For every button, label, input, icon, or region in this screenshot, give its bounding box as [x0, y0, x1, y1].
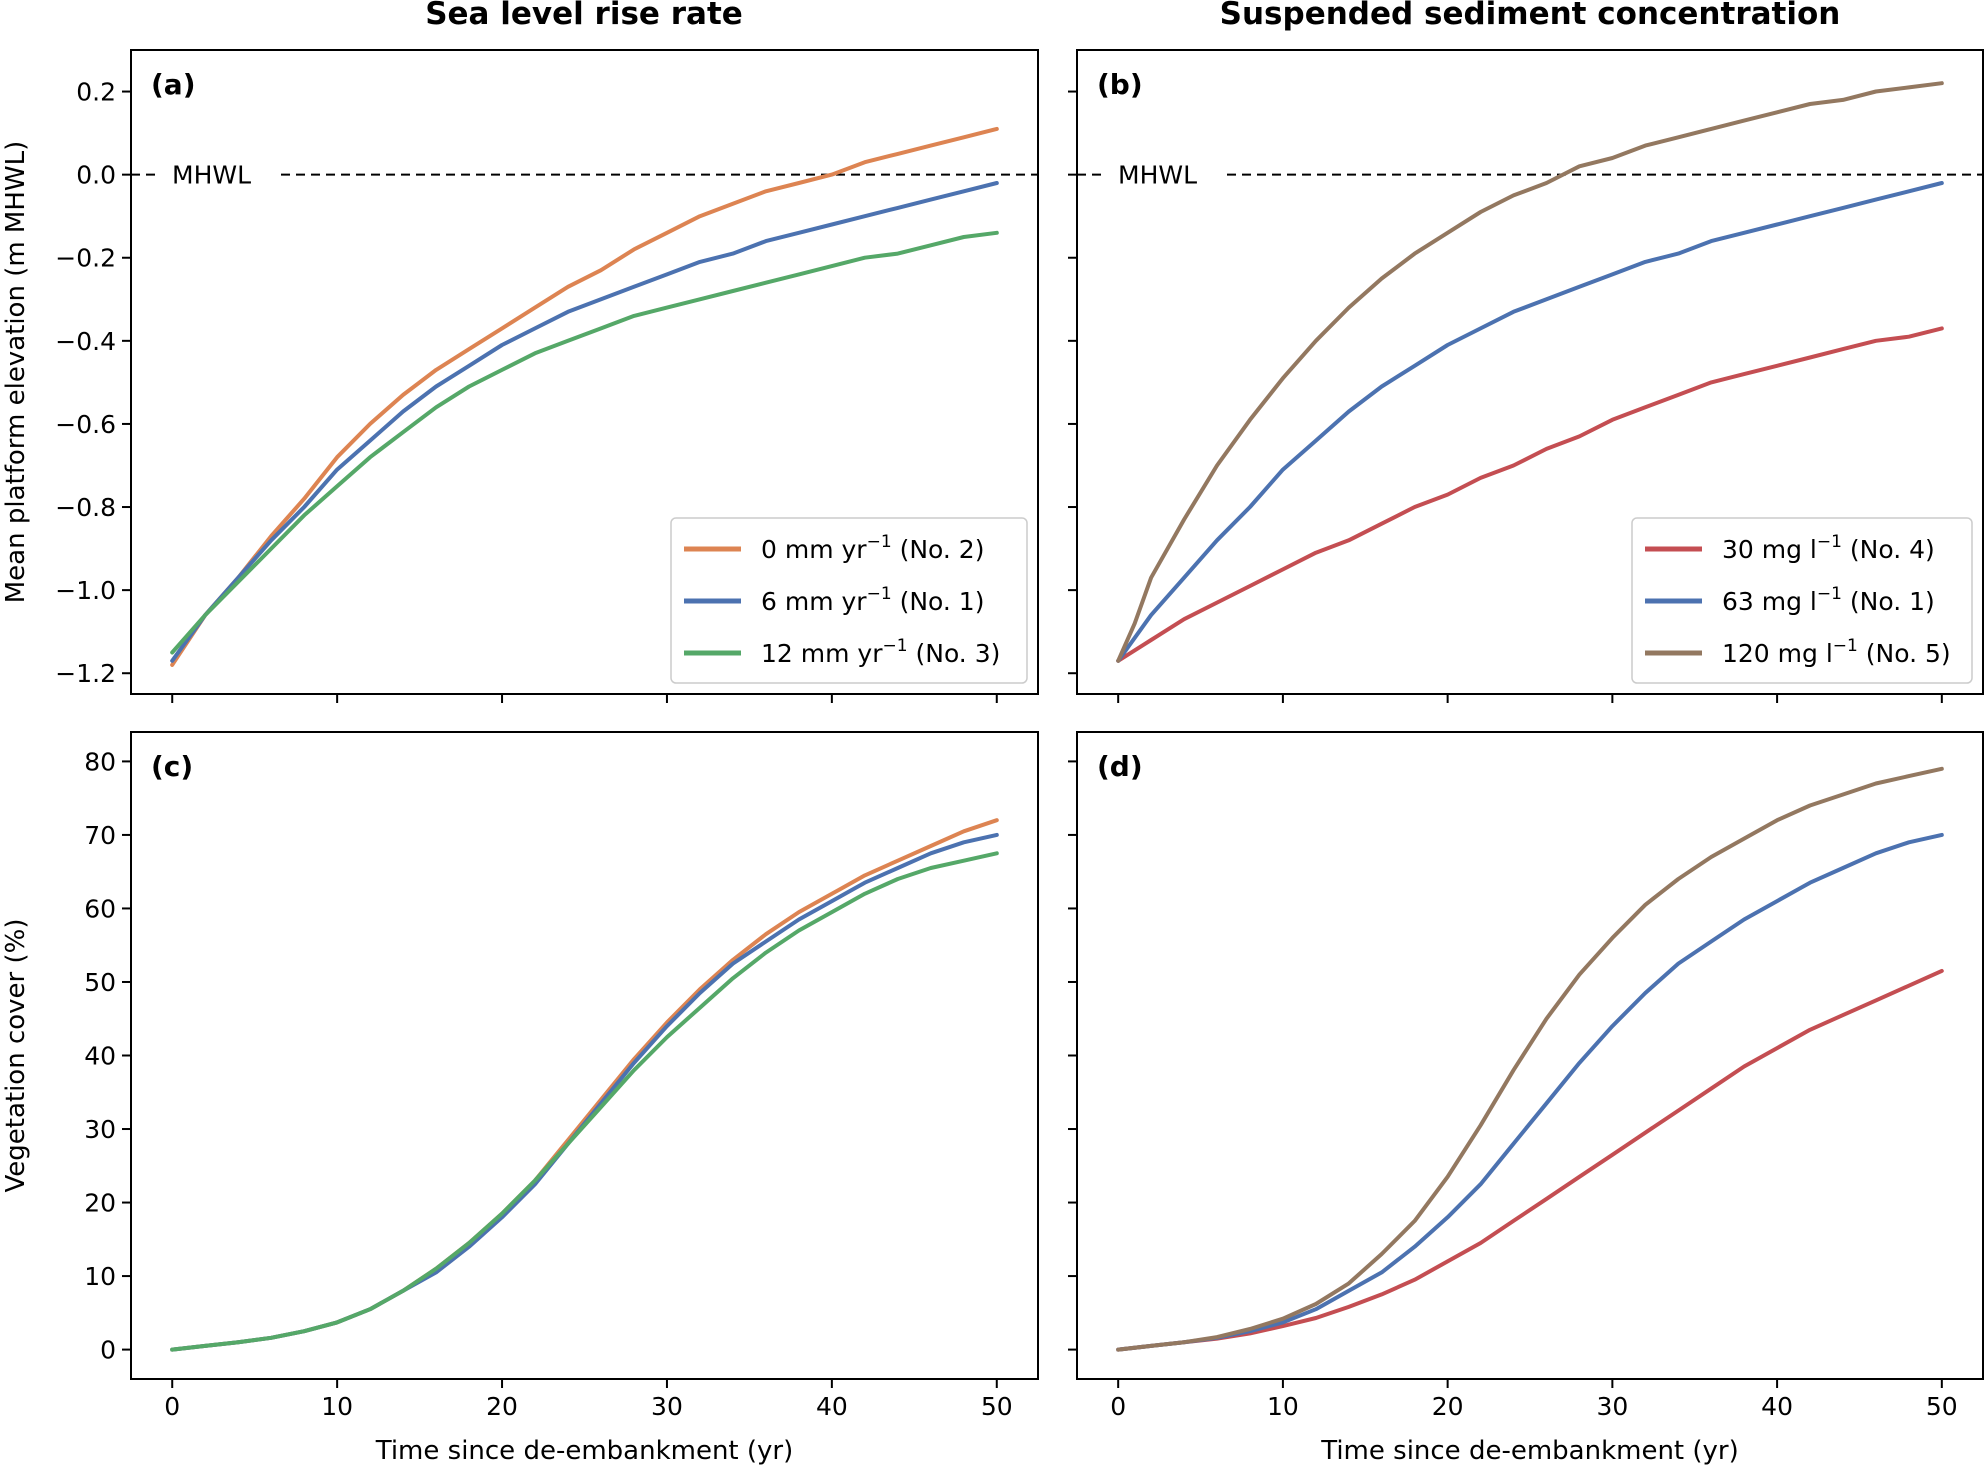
panel-d: 0 10 20 30 40 50 Time since de-embankment (yr)… — [1068, 731, 1984, 1466]
x-tick-label: 50 — [981, 1392, 1013, 1421]
legend-box — [1631, 517, 1973, 684]
plot-frame — [130, 731, 1039, 1380]
y-tick-label: −0.8 — [55, 493, 116, 522]
x-tick-label: 40 — [816, 1392, 848, 1421]
y-tick-label: 60 — [84, 894, 116, 923]
series-line — [170, 126, 999, 667]
series-line — [1116, 832, 1944, 1352]
plot-frame — [1076, 49, 1984, 695]
y-tick-label: −0.4 — [55, 327, 116, 356]
legend-entry: 6 mm yr−1 (No. 1) — [761, 584, 984, 616]
x-axis-label: Time since de-embankment (yr) — [375, 1436, 794, 1466]
column-title-right: Suspended sediment concentration — [1220, 0, 1841, 32]
column-title-left: Sea level rise rate — [425, 0, 743, 32]
legend-box — [670, 517, 1028, 684]
panel-c: 0 10 20 30 40 50 0 10 20 30 40 50 60 70 80 Vegetation c… — [1, 731, 1039, 1466]
panel-label: (a) — [151, 68, 196, 101]
x-tick-label: 40 — [1761, 1392, 1793, 1421]
y-tick-label: 70 — [84, 821, 116, 850]
y-tick-label: 10 — [84, 1262, 116, 1291]
y-tick-label: 50 — [84, 968, 116, 997]
series-line — [170, 230, 999, 655]
y-tick-label: 20 — [84, 1189, 116, 1218]
y-tick-label: −1.2 — [55, 659, 116, 688]
y-tick-label: 80 — [84, 747, 116, 776]
plot-frame — [130, 49, 1039, 695]
x-tick-label: 30 — [651, 1392, 683, 1421]
mhwl-label: MHWL — [1118, 161, 1197, 190]
y-tick-label: 0.2 — [76, 78, 116, 107]
legend-entry: 63 mg l−1 (No. 1) — [1722, 584, 1935, 616]
panel-a: −1.2 −1.0 −0.8 −0.6 −0.4 −0.2 0.0 0.2 Mean platf… — [1, 49, 1039, 703]
plot-frame — [1076, 731, 1984, 1380]
y-tick-label: −0.2 — [55, 244, 116, 273]
x-tick-label: 50 — [1926, 1392, 1958, 1421]
series-line — [170, 181, 999, 663]
x-tick-label: 30 — [1596, 1392, 1628, 1421]
x-tick-label: 20 — [1432, 1392, 1464, 1421]
y-axis-label: Vegetation cover (%) — [1, 919, 31, 1193]
y-axis-label: Mean platform elevation (m MHWL) — [1, 141, 31, 604]
panel-label: (d) — [1097, 750, 1143, 783]
y-tick-label: 0.0 — [76, 161, 116, 190]
series-line — [170, 818, 999, 1352]
series-line — [1116, 181, 1944, 663]
x-tick-label: 20 — [486, 1392, 518, 1421]
y-tick-label: 0 — [100, 1336, 116, 1365]
series-line — [170, 851, 999, 1352]
x-tick-label: 10 — [321, 1392, 353, 1421]
x-axis-label: Time since de-embankment (yr) — [1320, 1436, 1739, 1466]
legend-entry: 12 mm yr−1 (No. 3) — [761, 636, 1000, 668]
legend-entry: 0 mm yr−1 (No. 2) — [761, 532, 984, 564]
x-tick-label: 0 — [164, 1392, 180, 1421]
series-line — [170, 832, 999, 1352]
x-tick-label: 10 — [1267, 1392, 1299, 1421]
legend-entry: 120 mg l−1 (No. 5) — [1722, 636, 1951, 668]
panel-b: (b) MHWL 30 mg l−1 (No. 4) 63 mg l−1 (No. 1… — [1068, 49, 1984, 703]
series-line — [1116, 81, 1944, 663]
y-tick-label: −1.0 — [55, 576, 116, 605]
series-line — [1116, 968, 1944, 1352]
panel-label: (b) — [1097, 68, 1143, 101]
y-tick-label: 30 — [84, 1115, 116, 1144]
mhwl-label: MHWL — [172, 161, 251, 190]
series-line — [1116, 766, 1944, 1352]
y-tick-label: 40 — [84, 1042, 116, 1071]
y-tick-label: −0.6 — [55, 410, 116, 439]
x-tick-label: 0 — [1110, 1392, 1126, 1421]
panel-label: (c) — [151, 750, 193, 783]
series-line — [1116, 326, 1944, 663]
legend-entry: 30 mg l−1 (No. 4) — [1722, 532, 1935, 564]
